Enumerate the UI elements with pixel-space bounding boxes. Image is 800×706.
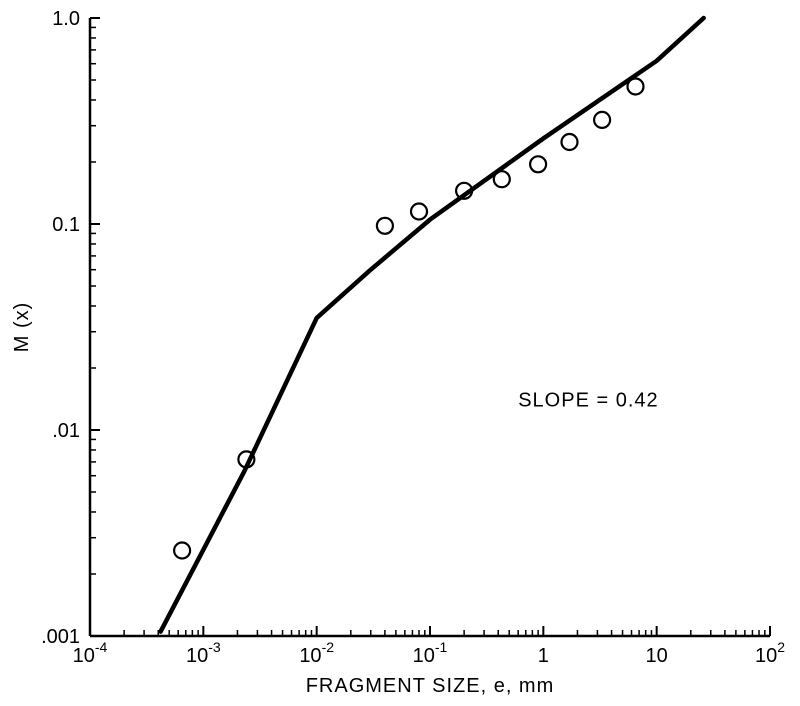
y-tick-label: .001	[41, 626, 80, 648]
y-tick-label: 1.0	[52, 8, 80, 30]
data-point	[562, 134, 578, 150]
loglog-chart: 10-410-310-210-1110102.001.010.11.0FRAGM…	[0, 0, 800, 706]
y-tick-label: 0.1	[52, 214, 80, 236]
data-point	[377, 218, 393, 234]
y-tick-label: .01	[52, 420, 80, 442]
x-tick-label: 10-2	[299, 639, 334, 667]
x-tick-label: 10-1	[413, 639, 448, 667]
y-axis-label: M (x)	[11, 302, 33, 353]
data-point	[530, 156, 546, 172]
data-point	[594, 112, 610, 128]
x-tick-label: 102	[755, 639, 785, 667]
slope-annotation: SLOPE = 0.42	[518, 390, 658, 412]
x-axis-label: FRAGMENT SIZE, e, mm	[306, 675, 555, 697]
data-point	[628, 79, 644, 95]
data-point	[411, 204, 427, 220]
x-tick-label: 10	[646, 645, 668, 667]
fit-line	[161, 18, 704, 632]
chart-container: 10-410-310-210-1110102.001.010.11.0FRAGM…	[0, 0, 800, 706]
data-point	[174, 543, 190, 559]
x-tick-label: 1	[538, 645, 549, 667]
x-tick-label: 10-3	[186, 639, 221, 667]
data-point	[494, 171, 510, 187]
